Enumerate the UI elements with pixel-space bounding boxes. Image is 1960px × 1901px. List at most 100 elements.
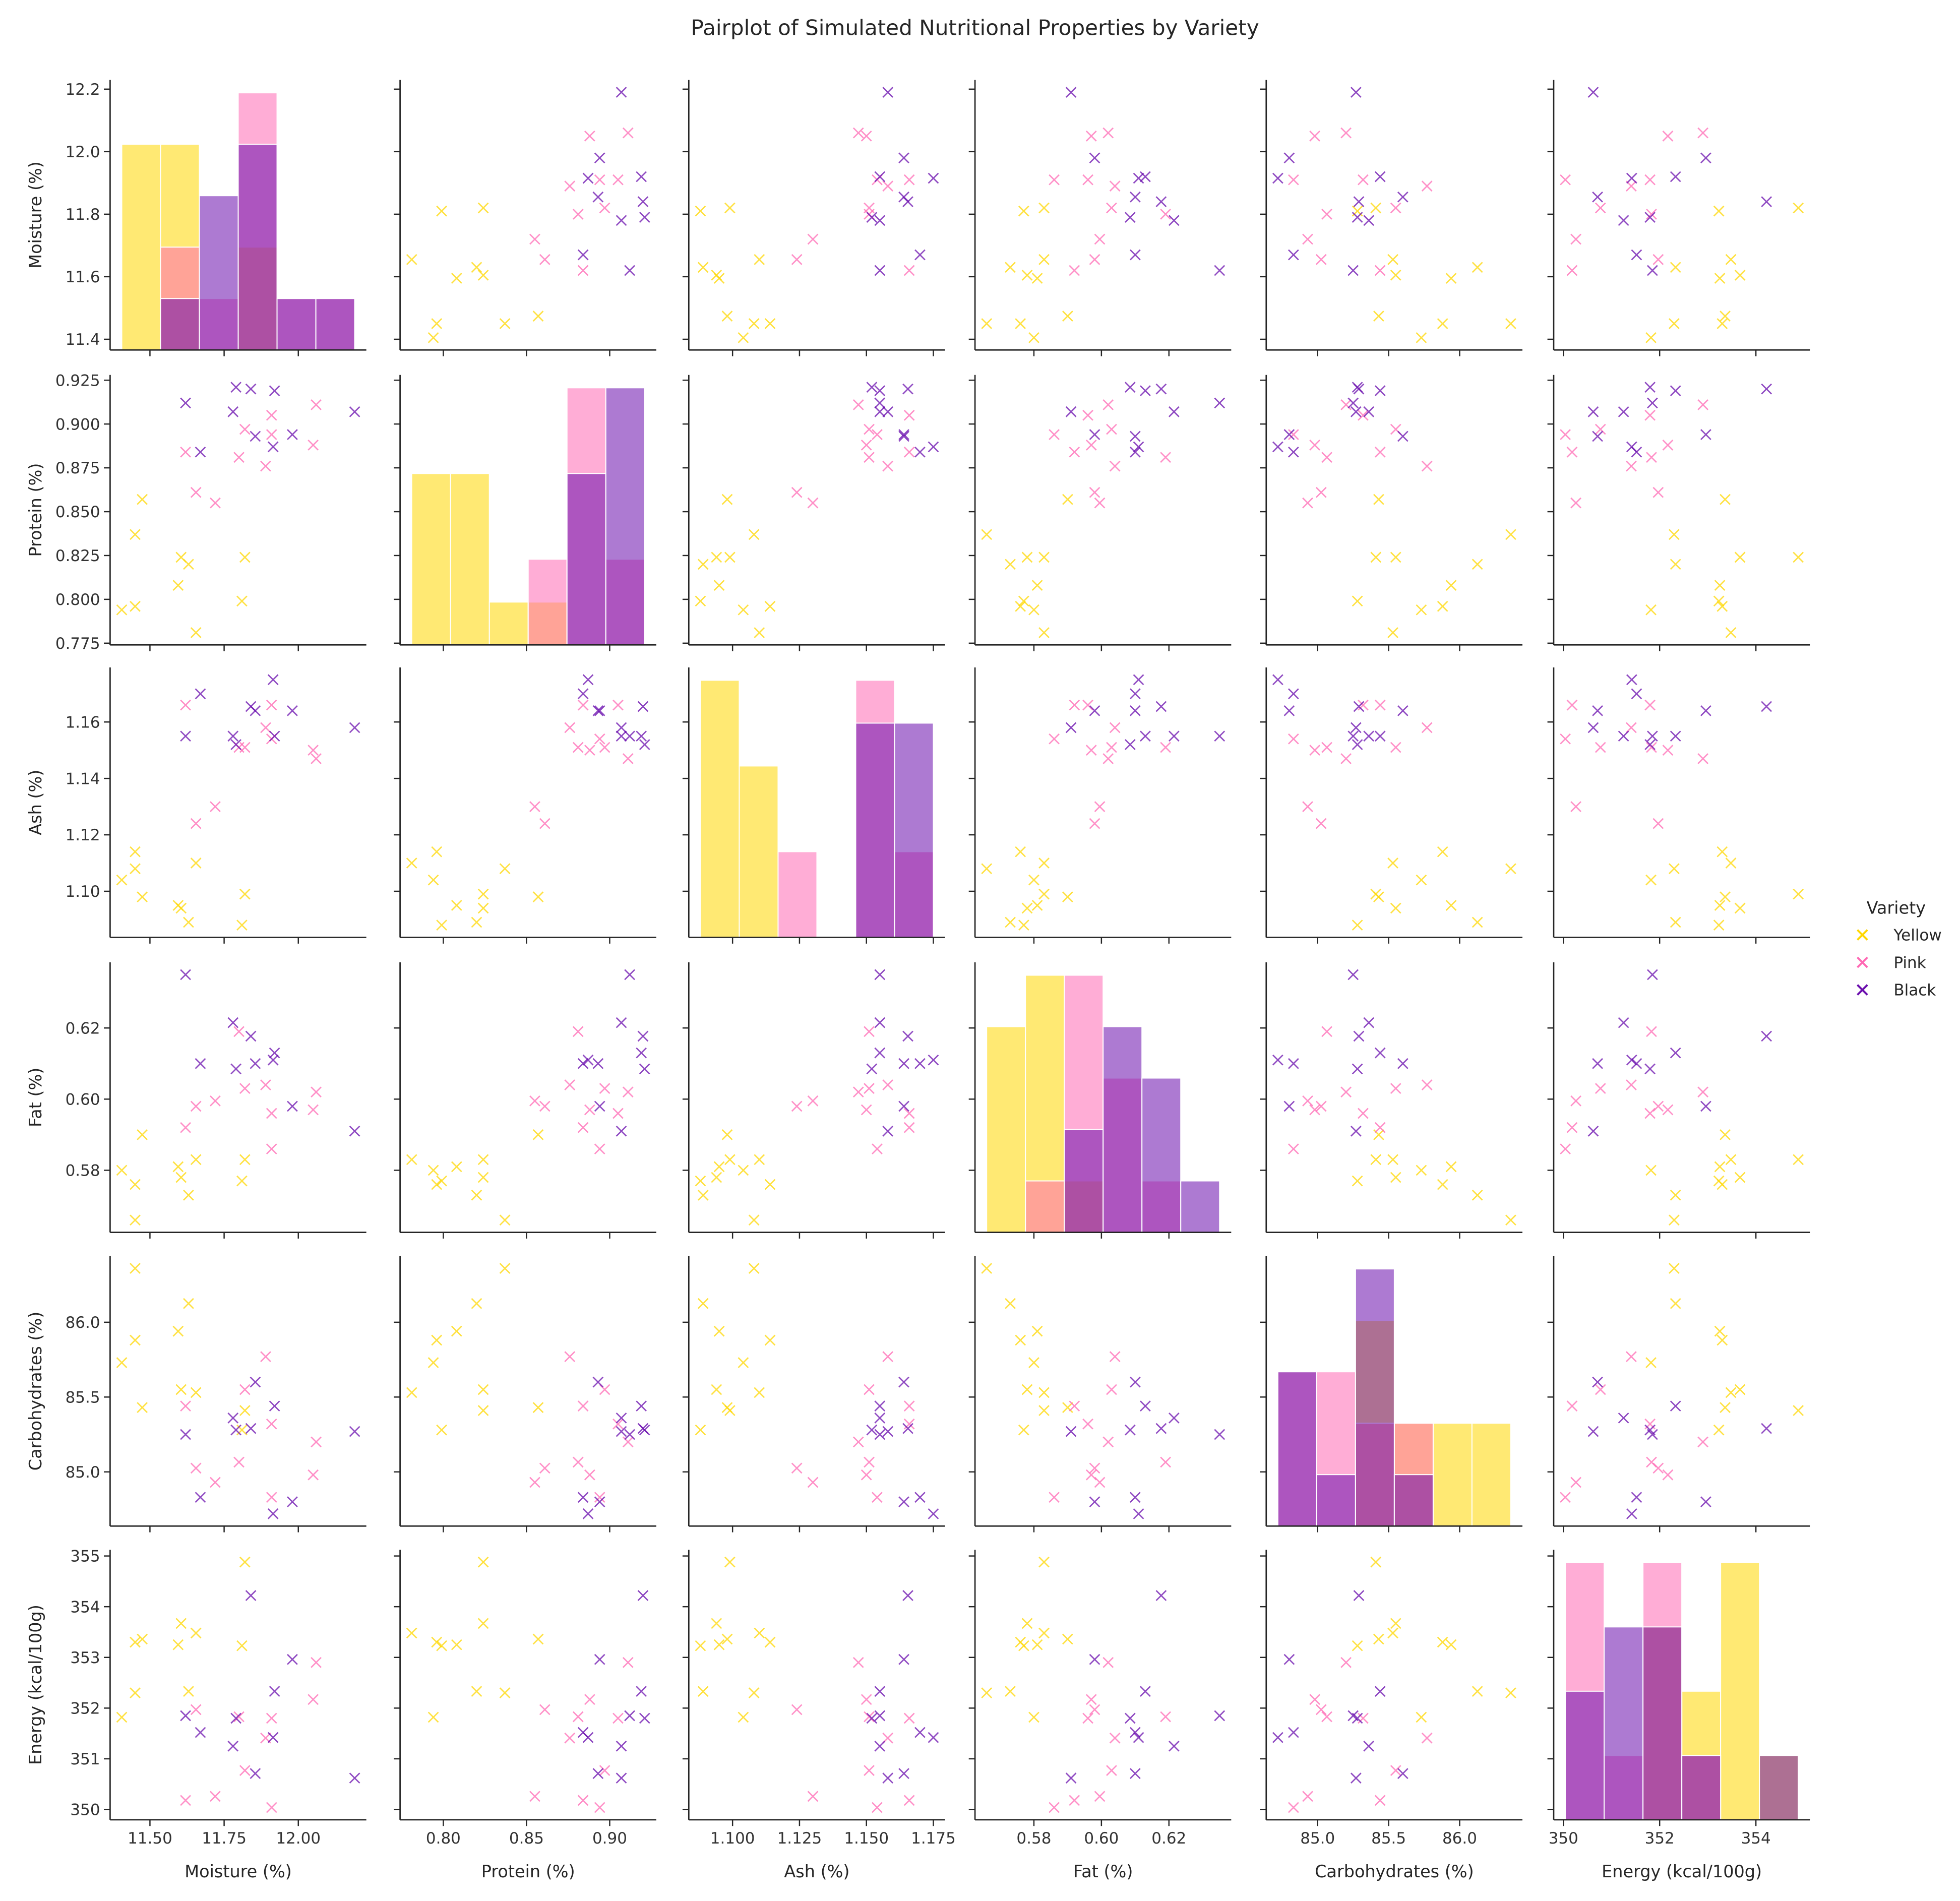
scatter-point-black [1348, 969, 1359, 980]
scatter-point-yellow [1713, 919, 1725, 931]
scatter-point-black [195, 1058, 206, 1069]
scatter-point-black [1140, 171, 1151, 182]
scatter-point-pink [564, 1079, 576, 1091]
scatter-point-pink [594, 1492, 605, 1503]
y-tick-label: 1.16 [66, 713, 100, 731]
scatter-point-yellow [1390, 1172, 1401, 1183]
scatter-point-black [898, 1653, 909, 1665]
scatter-point-black [874, 1740, 886, 1752]
scatter-point-black [245, 1030, 257, 1042]
scatter-point-pink [1302, 497, 1313, 509]
scatter-point-black [898, 431, 909, 442]
scatter-point-black [1626, 1054, 1637, 1066]
scatter-point-black [1155, 196, 1167, 207]
scatter-point-black [866, 1424, 878, 1436]
scatter-point-yellow [1370, 888, 1382, 900]
scatter-point-black [1140, 730, 1151, 742]
scatter-point-pink [1358, 1712, 1369, 1724]
scatter-point-yellow [499, 1214, 511, 1226]
panel-energy-vs-moisture: 11.50 11.75 12.00 350 351 352 353 354 355 [70, 1548, 366, 1848]
scatter-point-pink [1288, 1802, 1299, 1813]
scatter-point-black [1288, 249, 1299, 261]
scatter-point-yellow [477, 1154, 489, 1166]
scatter-point-yellow [477, 202, 489, 214]
scatter-point-black [1670, 730, 1681, 742]
hist-bar-yellow [1432, 1423, 1473, 1527]
scatter-point-pink [1309, 130, 1320, 142]
scatter-point-black [874, 969, 886, 980]
scatter-point-yellow [236, 1640, 248, 1651]
panel-energy-vs-carbohydrates: 85.0 85.5 86.0 [1260, 1550, 1523, 1848]
scatter-point-black [928, 1054, 939, 1066]
hist-bar-yellow [700, 680, 740, 938]
scatter-point-black [1350, 1125, 1362, 1137]
panel-ash-vs-ash [682, 667, 945, 944]
scatter-point-pink [239, 742, 251, 753]
scatter-point-yellow [137, 1129, 148, 1140]
scatter-point-yellow [477, 1384, 489, 1395]
scatter-point-pink [1102, 399, 1114, 410]
scatter-point-pink [1109, 460, 1121, 472]
scatter-point-yellow [1472, 1189, 1483, 1201]
scatter-point-yellow [721, 1633, 733, 1645]
scatter-point-yellow [1668, 1214, 1680, 1226]
scatter-point-yellow [981, 863, 993, 875]
scatter-point-black [866, 382, 878, 393]
scatter-point-yellow [1645, 604, 1657, 616]
scatter-point-pink [622, 1657, 634, 1668]
hist-bar-black [276, 298, 317, 351]
scatter-point-pink [1109, 180, 1121, 192]
panel-fat-vs-moisture: 0.58 0.60 0.62 [66, 962, 366, 1239]
scatter-point-black [592, 191, 604, 203]
scatter-point-yellow [1038, 1387, 1050, 1398]
scatter-point-black [1647, 730, 1658, 742]
scatter-point-pink [564, 1351, 576, 1363]
scatter-point-black [874, 1412, 886, 1424]
y-tick-label: 0.850 [55, 503, 100, 521]
scatter-point-black [349, 1125, 360, 1137]
scatter-point-pink [1082, 409, 1093, 421]
panel-protein-vs-moisture: 0.775 0.800 0.825 0.850 0.875 0.900 0.925 [55, 372, 366, 653]
scatter-point-pink [903, 174, 915, 186]
scatter-point-black [616, 1412, 627, 1424]
scatter-point-yellow [1390, 902, 1401, 914]
scatter-point-pink [882, 1351, 894, 1363]
scatter-point-yellow [724, 202, 736, 214]
scatter-point-pink [190, 1462, 202, 1474]
scatter-point-yellow [1445, 900, 1457, 911]
scatter-point-black [616, 215, 627, 226]
scatter-point-black [1155, 383, 1167, 395]
scatter-point-pink [852, 399, 864, 410]
x-tick-label: 0.85 [509, 1829, 544, 1848]
scatter-point-pink [872, 1143, 883, 1155]
scatter-point-pink [1049, 1492, 1060, 1503]
scatter-point-black [1089, 1496, 1100, 1507]
y-axis-label-fat: Fat (%) [26, 1068, 45, 1127]
scatter-point-pink [1309, 1694, 1320, 1705]
scatter-point-yellow [1018, 1424, 1029, 1436]
scatter-point-yellow [477, 1618, 489, 1629]
scatter-point-yellow [431, 1179, 443, 1190]
scatter-point-black [1700, 429, 1711, 440]
scatter-point-yellow [477, 1556, 489, 1568]
hist-bar-black [1180, 1180, 1220, 1233]
scatter-point-black [1065, 1772, 1077, 1784]
scatter-point-black [914, 1058, 926, 1069]
scatter-point-pink [852, 1086, 864, 1098]
scatter-point-pink [577, 1122, 589, 1133]
scatter-point-black [1065, 406, 1077, 417]
scatter-point-pink [861, 1694, 872, 1705]
scatter-point-pink [864, 1384, 875, 1395]
scatter-point-black [592, 1768, 604, 1779]
scatter-point-black [1089, 1653, 1100, 1665]
scatter-point-yellow [1062, 494, 1073, 505]
scatter-point-black [1592, 431, 1603, 442]
scatter-point-black [1618, 1017, 1629, 1028]
scatter-point-black [624, 265, 635, 276]
scatter-point-yellow [130, 863, 141, 875]
y-tick-label: 12.2 [66, 81, 100, 99]
scatter-point-black [180, 397, 191, 409]
scatter-point-pink [807, 1791, 819, 1802]
scatter-point-pink [594, 174, 605, 186]
scatter-point-yellow [1028, 1357, 1039, 1368]
